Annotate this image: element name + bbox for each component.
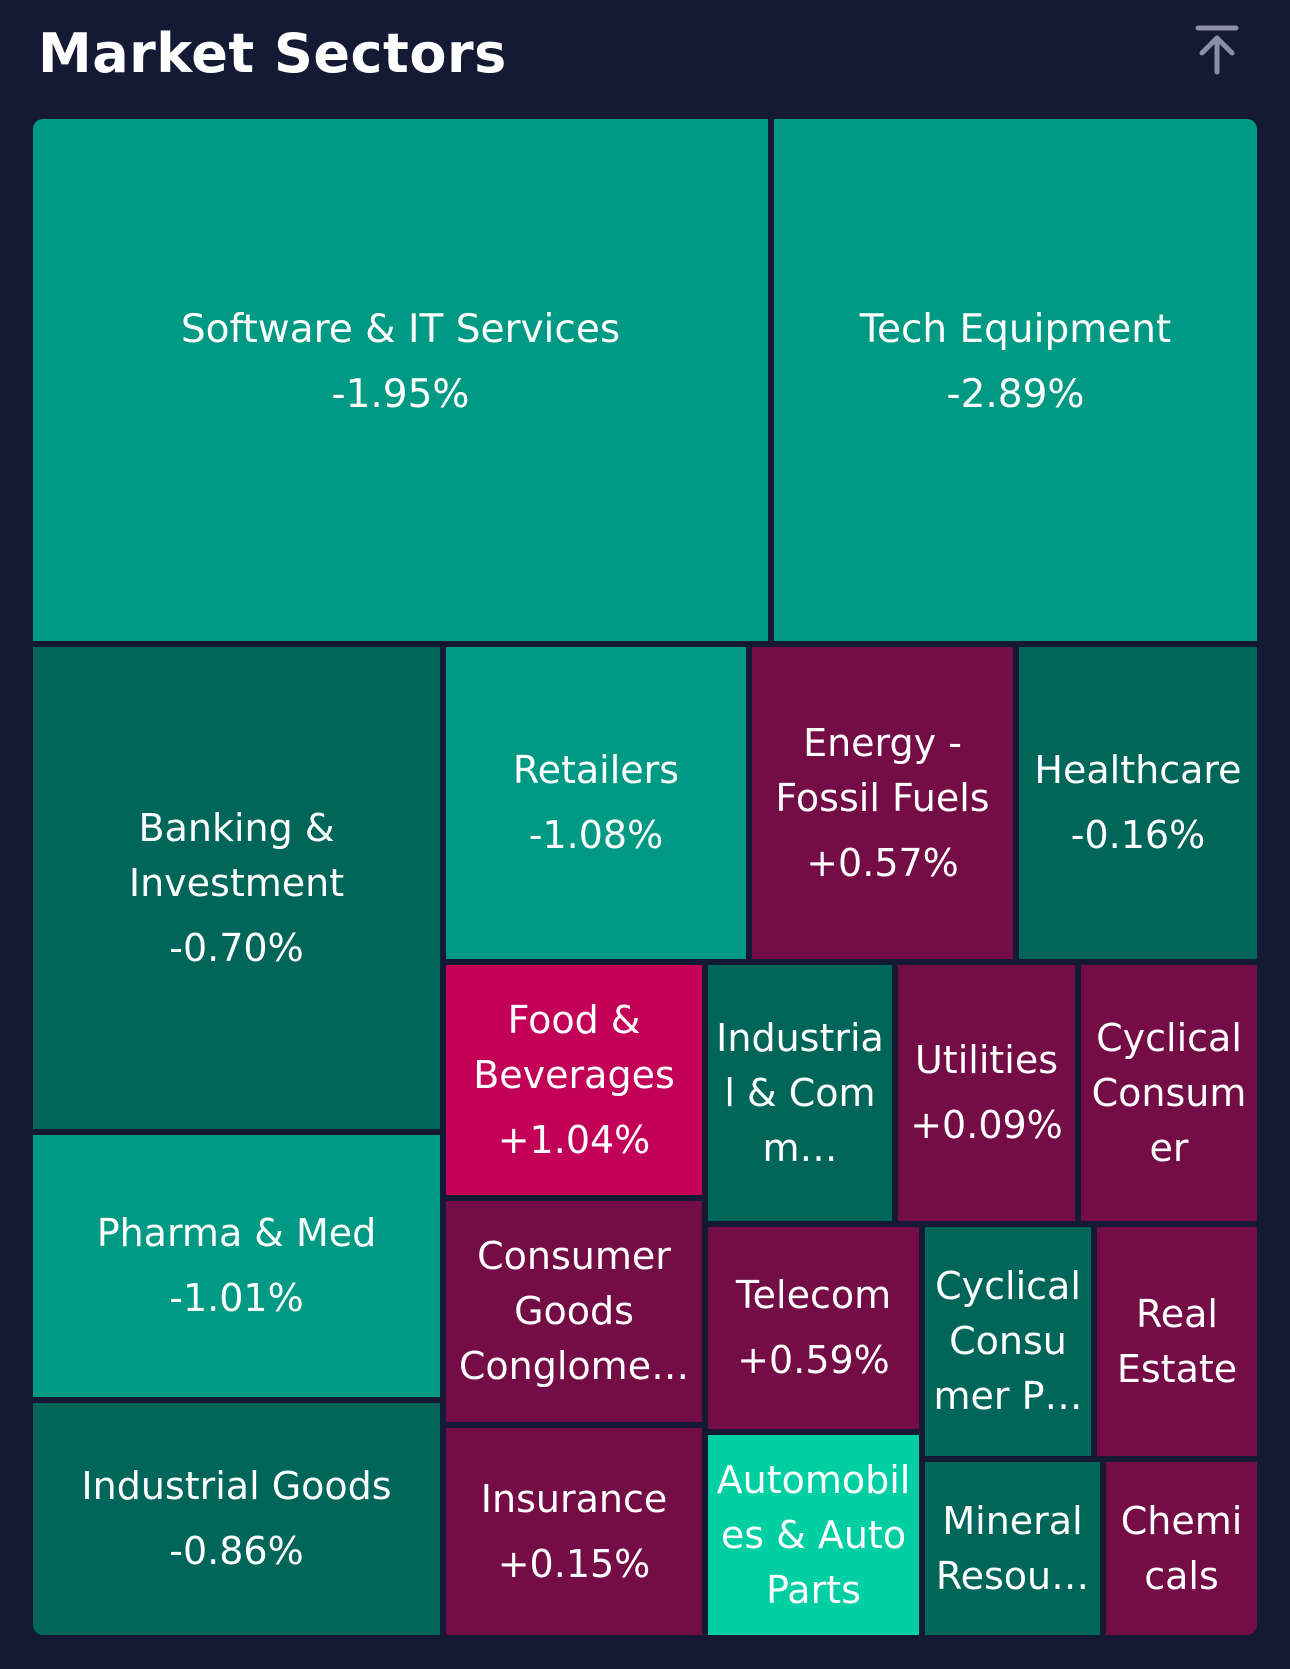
sector-change: +0.09%: [910, 1103, 1063, 1147]
scroll-to-top-button[interactable]: [1192, 22, 1242, 78]
sector-change: -0.86%: [169, 1529, 304, 1573]
sector-name: Industrial & Comm…: [716, 1015, 884, 1170]
sector-tile-cyclical-consumer-products[interactable]: Cyclical Consumer P…: [925, 1227, 1091, 1456]
sector-tile-industrial-commercial[interactable]: Industrial & Comm…: [708, 965, 892, 1221]
sector-change: +0.15%: [497, 1541, 651, 1586]
sector-tile-insurance[interactable]: Insurance +0.15%: [446, 1428, 702, 1635]
sector-name: Retailers: [512, 748, 680, 792]
sector-tile-food-beverages[interactable]: Food & Beverages +1.04%: [446, 965, 702, 1195]
sector-name: Mineral Resou…: [935, 1498, 1090, 1598]
sector-tile-automobiles-auto-parts[interactable]: Automobiles & Auto Parts: [708, 1435, 919, 1635]
sector-name: Automobiles & Auto Parts: [716, 1457, 911, 1612]
sector-name: Industrial Goods: [81, 1464, 392, 1508]
sector-change: -0.70%: [169, 925, 304, 970]
arrow-up-to-line-icon: [1192, 25, 1242, 82]
sector-name: Healthcare: [1034, 748, 1242, 792]
sector-tile-healthcare[interactable]: Healthcare -0.16%: [1019, 647, 1257, 959]
sector-name: Utilities: [914, 1038, 1059, 1082]
sector-change: -2.89%: [946, 372, 1085, 417]
page-title: Market Sectors: [38, 22, 507, 85]
sector-tile-real-estate[interactable]: Real Estate: [1097, 1227, 1257, 1456]
sector-name: Energy - Fossil Fuels: [775, 720, 990, 820]
sector-tile-software-it[interactable]: Software & IT Services -1.95%: [33, 119, 768, 641]
sector-tile-retailers[interactable]: Retailers -1.08%: [446, 647, 746, 959]
sector-name: Consumer Goods Conglome…: [458, 1234, 690, 1388]
sector-tile-tech-equipment[interactable]: Tech Equipment -2.89%: [774, 119, 1257, 641]
sector-name: Real Estate: [1116, 1291, 1238, 1391]
sector-tile-pharma-med[interactable]: Pharma & Med -1.01%: [33, 1135, 440, 1397]
sector-name: Pharma & Med: [96, 1211, 377, 1255]
sector-tile-energy-fossil-fuels[interactable]: Energy - Fossil Fuels +0.57%: [752, 647, 1013, 959]
sector-name: Chemicals: [1120, 1498, 1243, 1598]
sector-change: -0.16%: [1070, 813, 1206, 857]
sector-name: Telecom: [735, 1273, 892, 1317]
sector-tile-telecom[interactable]: Telecom +0.59%: [708, 1227, 919, 1429]
sector-tile-cyclical-consumer[interactable]: Cyclical Consumer: [1081, 965, 1257, 1221]
sector-name: Tech Equipment: [859, 307, 1172, 352]
sector-name: Banking & Investment: [128, 805, 345, 905]
sector-change: -1.08%: [528, 813, 664, 857]
sector-tile-banking-investment[interactable]: Banking & Investment -0.70%: [33, 647, 440, 1129]
sector-change: -1.01%: [169, 1276, 304, 1320]
sector-tile-utilities[interactable]: Utilities +0.09%: [898, 965, 1075, 1221]
sector-name: Software & IT Services: [180, 307, 621, 352]
sector-change: -1.95%: [331, 372, 470, 417]
sector-change: +1.04%: [497, 1117, 651, 1162]
sector-tile-industrial-goods[interactable]: Industrial Goods -0.86%: [33, 1403, 440, 1635]
sector-change: +0.59%: [737, 1338, 890, 1382]
sector-name: Cyclical Consumer: [1091, 1015, 1247, 1170]
sector-tile-consumer-goods-conglomerates[interactable]: Consumer Goods Conglome…: [446, 1201, 702, 1422]
sector-tile-mineral-resources[interactable]: Mineral Resou…: [925, 1462, 1100, 1635]
sector-name: Cyclical Consumer P…: [933, 1264, 1083, 1418]
sector-name: Food & Beverages: [473, 997, 675, 1097]
sector-tile-chemicals[interactable]: Chemicals: [1106, 1462, 1257, 1635]
sector-treemap: Software & IT Services -1.95% Tech Equip…: [33, 119, 1257, 1635]
sector-change: +0.57%: [806, 840, 959, 885]
sector-name: Insurance: [480, 1476, 668, 1521]
